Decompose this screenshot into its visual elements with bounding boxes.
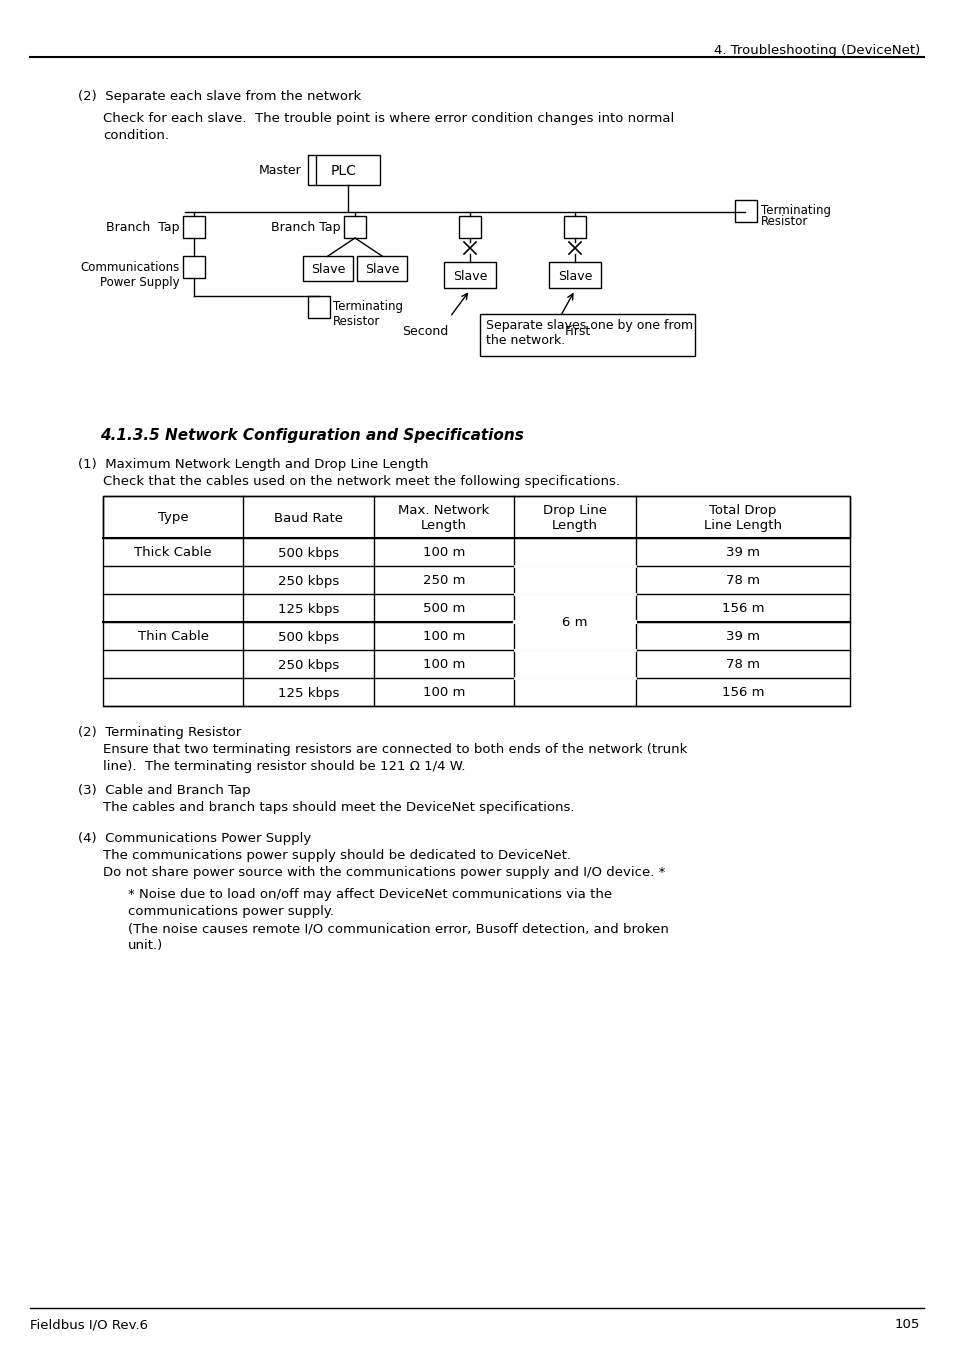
Bar xyxy=(183,255,205,278)
Text: 39 m: 39 m xyxy=(725,547,759,559)
Text: Thin Cable: Thin Cable xyxy=(137,631,209,643)
Bar xyxy=(356,255,407,281)
Text: 250 kbps: 250 kbps xyxy=(278,658,339,671)
Text: 39 m: 39 m xyxy=(725,631,759,643)
Text: 100 m: 100 m xyxy=(422,547,465,559)
Text: (1)  Maximum Network Length and Drop Line Length: (1) Maximum Network Length and Drop Line… xyxy=(78,458,428,471)
Bar xyxy=(103,496,849,707)
Text: Communications
Power Supply: Communications Power Supply xyxy=(81,261,180,289)
Text: (3)  Cable and Branch Tap: (3) Cable and Branch Tap xyxy=(78,784,251,797)
Text: Check for each slave.  The trouble point is where error condition changes into n: Check for each slave. The trouble point … xyxy=(103,112,674,126)
Bar xyxy=(563,216,585,238)
Bar xyxy=(479,313,695,357)
Text: 250 m: 250 m xyxy=(422,574,465,588)
Text: Slave: Slave xyxy=(453,269,487,282)
Text: 156 m: 156 m xyxy=(720,686,763,700)
Text: Thick Cable: Thick Cable xyxy=(134,547,212,559)
Bar xyxy=(443,262,496,288)
Text: 500 kbps: 500 kbps xyxy=(278,547,339,559)
Bar xyxy=(103,496,849,538)
Text: Second: Second xyxy=(401,326,448,338)
Text: 125 kbps: 125 kbps xyxy=(278,686,339,700)
Text: 78 m: 78 m xyxy=(725,658,759,671)
Text: The communications power supply should be dedicated to DeviceNet.: The communications power supply should b… xyxy=(103,848,571,862)
Text: Ensure that two terminating resistors are connected to both ends of the network : Ensure that two terminating resistors ar… xyxy=(103,743,687,757)
Bar xyxy=(303,255,353,281)
Text: Slave: Slave xyxy=(558,269,592,282)
Text: 4. Troubleshooting (DeviceNet): 4. Troubleshooting (DeviceNet) xyxy=(713,45,919,57)
Bar xyxy=(183,216,205,238)
Text: First: First xyxy=(564,326,591,338)
Bar xyxy=(734,200,757,222)
Text: 100 m: 100 m xyxy=(422,686,465,700)
Text: Terminating: Terminating xyxy=(760,204,830,218)
Text: Fieldbus I/O Rev.6: Fieldbus I/O Rev.6 xyxy=(30,1319,148,1331)
Text: Branch Tap: Branch Tap xyxy=(272,222,340,235)
Text: Max. Network
Length: Max. Network Length xyxy=(398,504,489,532)
Text: Master: Master xyxy=(259,165,302,177)
Text: (4)  Communications Power Supply: (4) Communications Power Supply xyxy=(78,832,311,844)
Text: 6 m: 6 m xyxy=(561,616,587,630)
Bar xyxy=(308,296,330,317)
Text: (The noise causes remote I/O communication error, Busoff detection, and broken: (The noise causes remote I/O communicati… xyxy=(128,921,668,935)
Text: 100 m: 100 m xyxy=(422,658,465,671)
Text: 78 m: 78 m xyxy=(725,574,759,588)
Text: line).  The terminating resistor should be 121 Ω 1/4 W.: line). The terminating resistor should b… xyxy=(103,761,465,773)
Text: Do not share power source with the communications power supply and I/O device. *: Do not share power source with the commu… xyxy=(103,866,664,880)
Text: condition.: condition. xyxy=(103,128,169,142)
Text: 125 kbps: 125 kbps xyxy=(278,603,339,616)
Text: Slave: Slave xyxy=(311,263,345,276)
Bar xyxy=(308,155,379,185)
Text: PLC: PLC xyxy=(331,163,356,178)
Bar xyxy=(548,262,600,288)
Bar xyxy=(458,216,480,238)
Text: Type: Type xyxy=(158,512,189,524)
Text: unit.): unit.) xyxy=(128,939,163,952)
Text: Baud Rate: Baud Rate xyxy=(274,512,343,524)
Text: The cables and branch taps should meet the DeviceNet specifications.: The cables and branch taps should meet t… xyxy=(103,801,574,815)
Text: Drop Line
Length: Drop Line Length xyxy=(542,504,606,532)
Text: 100 m: 100 m xyxy=(422,631,465,643)
Text: Separate slaves one by one from
the network.: Separate slaves one by one from the netw… xyxy=(485,319,693,347)
Text: 500 kbps: 500 kbps xyxy=(278,631,339,643)
Text: Branch  Tap: Branch Tap xyxy=(107,222,180,235)
Text: * Noise due to load on/off may affect DeviceNet communications via the: * Noise due to load on/off may affect De… xyxy=(128,888,612,901)
Text: Resistor: Resistor xyxy=(760,215,807,228)
Text: 250 kbps: 250 kbps xyxy=(278,574,339,588)
Text: Check that the cables used on the network meet the following specifications.: Check that the cables used on the networ… xyxy=(103,476,619,488)
Text: Terminating
Resistor: Terminating Resistor xyxy=(333,300,402,328)
Text: 105: 105 xyxy=(894,1319,919,1331)
Text: Slave: Slave xyxy=(364,263,398,276)
Text: 156 m: 156 m xyxy=(720,603,763,616)
Text: (2)  Separate each slave from the network: (2) Separate each slave from the network xyxy=(78,91,361,103)
Text: communications power supply.: communications power supply. xyxy=(128,905,334,917)
Text: 4.1.3.5 Network Configuration and Specifications: 4.1.3.5 Network Configuration and Specif… xyxy=(100,428,523,443)
Text: 500 m: 500 m xyxy=(422,603,465,616)
Text: (2)  Terminating Resistor: (2) Terminating Resistor xyxy=(78,725,241,739)
Text: Total Drop
Line Length: Total Drop Line Length xyxy=(703,504,781,532)
Bar xyxy=(344,216,366,238)
